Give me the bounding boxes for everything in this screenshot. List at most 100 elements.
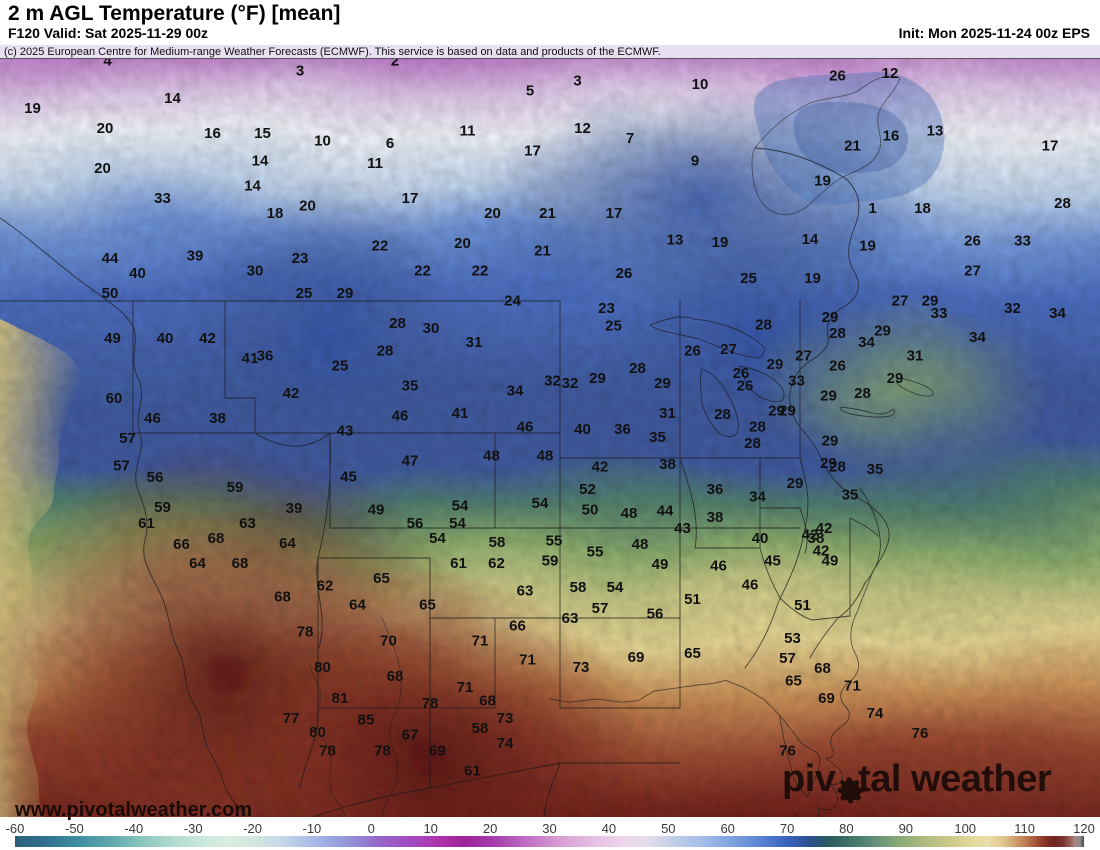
svg-text:53: 53 <box>784 630 801 647</box>
svg-text:36: 36 <box>257 348 274 365</box>
svg-text:26: 26 <box>964 233 981 250</box>
svg-text:20: 20 <box>484 205 501 222</box>
svg-text:23: 23 <box>598 300 615 317</box>
svg-text:58: 58 <box>570 579 587 596</box>
svg-text:65: 65 <box>419 597 436 614</box>
svg-text:26: 26 <box>829 358 846 375</box>
svg-text:26: 26 <box>829 68 846 85</box>
svg-text:40: 40 <box>157 330 174 347</box>
svg-text:62: 62 <box>488 555 505 572</box>
svg-text:6: 6 <box>386 135 394 152</box>
svg-text:16: 16 <box>883 128 900 145</box>
svg-text:71: 71 <box>519 652 536 669</box>
svg-text:54: 54 <box>449 515 466 532</box>
svg-text:23: 23 <box>292 250 309 267</box>
svg-text:20: 20 <box>454 235 471 252</box>
svg-text:21: 21 <box>539 205 556 222</box>
svg-text:65: 65 <box>684 645 701 662</box>
svg-text:68: 68 <box>814 660 831 677</box>
svg-text:56: 56 <box>407 515 424 532</box>
svg-text:62: 62 <box>317 578 334 595</box>
svg-text:29: 29 <box>767 356 784 373</box>
svg-text:41: 41 <box>242 350 259 367</box>
svg-text:74: 74 <box>497 735 514 752</box>
svg-text:22: 22 <box>414 263 431 280</box>
svg-text:63: 63 <box>517 583 534 600</box>
svg-text:46: 46 <box>392 408 409 425</box>
svg-text:81: 81 <box>332 690 349 707</box>
svg-text:31: 31 <box>907 348 924 365</box>
svg-text:35: 35 <box>867 461 884 478</box>
svg-text:25: 25 <box>296 285 313 302</box>
svg-text:3: 3 <box>573 73 581 90</box>
svg-text:31: 31 <box>659 405 676 422</box>
svg-text:54: 54 <box>429 530 446 547</box>
svg-text:25: 25 <box>332 358 349 375</box>
svg-text:64: 64 <box>279 535 296 552</box>
svg-text:38: 38 <box>707 509 724 526</box>
svg-text:29: 29 <box>654 375 671 392</box>
svg-text:49: 49 <box>104 330 121 347</box>
svg-text:15: 15 <box>254 125 271 142</box>
svg-text:25: 25 <box>740 270 757 287</box>
svg-text:21: 21 <box>844 138 861 155</box>
svg-text:47: 47 <box>402 453 419 470</box>
svg-text:1: 1 <box>868 200 876 217</box>
svg-text:34: 34 <box>507 383 524 400</box>
svg-text:29: 29 <box>589 370 606 387</box>
svg-text:28: 28 <box>629 360 646 377</box>
svg-text:20: 20 <box>299 198 316 215</box>
svg-text:27: 27 <box>795 348 812 365</box>
svg-text:42: 42 <box>816 520 833 537</box>
svg-text:20: 20 <box>94 160 111 177</box>
svg-text:34: 34 <box>969 329 986 346</box>
svg-text:9: 9 <box>691 153 699 170</box>
svg-text:17: 17 <box>606 205 623 222</box>
svg-text:73: 73 <box>497 710 514 727</box>
svg-text:39: 39 <box>187 248 204 265</box>
svg-text:44: 44 <box>657 503 674 520</box>
svg-text:13: 13 <box>927 123 944 140</box>
svg-text:78: 78 <box>374 743 391 760</box>
svg-text:29: 29 <box>822 433 839 450</box>
svg-text:33: 33 <box>788 373 805 390</box>
svg-text:49: 49 <box>368 502 385 519</box>
svg-text:59: 59 <box>542 553 559 570</box>
svg-text:36: 36 <box>614 421 631 438</box>
svg-text:33: 33 <box>154 190 171 207</box>
svg-text:17: 17 <box>524 143 541 160</box>
svg-text:63: 63 <box>562 610 579 627</box>
svg-text:28: 28 <box>829 459 846 476</box>
svg-text:28: 28 <box>1054 195 1071 212</box>
svg-text:54: 54 <box>452 498 469 515</box>
svg-text:60: 60 <box>106 390 123 407</box>
svg-text:19: 19 <box>814 173 831 190</box>
svg-text:77: 77 <box>283 710 300 727</box>
svg-text:27: 27 <box>720 341 737 358</box>
svg-text:46: 46 <box>144 410 161 427</box>
svg-text:50: 50 <box>102 285 119 302</box>
svg-text:38: 38 <box>659 456 676 473</box>
svg-text:18: 18 <box>914 200 931 217</box>
svg-text:27: 27 <box>892 293 909 310</box>
svg-text:21: 21 <box>534 243 551 260</box>
svg-text:50: 50 <box>582 502 599 519</box>
svg-text:29: 29 <box>337 285 354 302</box>
svg-text:36: 36 <box>707 481 724 498</box>
svg-text:10: 10 <box>692 76 709 93</box>
svg-text:48: 48 <box>537 448 554 465</box>
svg-text:61: 61 <box>450 555 467 572</box>
svg-text:42: 42 <box>199 330 216 347</box>
svg-text:73: 73 <box>573 659 590 676</box>
svg-text:13: 13 <box>667 232 684 249</box>
svg-text:4: 4 <box>103 58 112 70</box>
svg-text:26: 26 <box>737 378 754 395</box>
svg-text:56: 56 <box>147 469 164 486</box>
svg-text:19: 19 <box>804 270 821 287</box>
svg-text:66: 66 <box>509 618 526 635</box>
svg-text:78: 78 <box>319 743 336 760</box>
svg-text:59: 59 <box>154 499 171 516</box>
svg-text:42: 42 <box>283 385 300 402</box>
svg-text:14: 14 <box>802 231 819 248</box>
svg-text:24: 24 <box>504 293 521 310</box>
